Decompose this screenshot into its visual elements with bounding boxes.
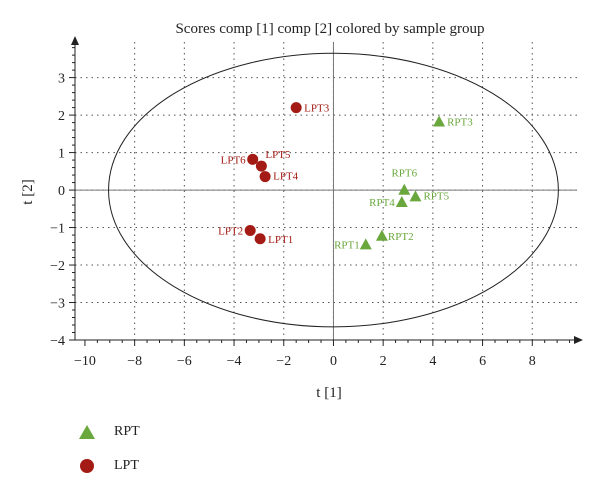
point-rpt2 <box>375 229 388 241</box>
point-label-lpt2: LPT2 <box>218 226 243 238</box>
x-tick-label: 6 <box>479 354 486 369</box>
point-lpt2 <box>244 225 256 237</box>
triangle-marker-icon <box>79 425 95 439</box>
score-plot: Scores comp [1] comp [2] colored by samp… <box>20 21 583 401</box>
legend-label-rpt: RPT <box>114 424 140 439</box>
y-axis-arrow-icon <box>71 36 79 45</box>
point-rpt6 <box>398 183 411 195</box>
y-tick-label: −2 <box>50 259 65 274</box>
chart-title: Scores comp [1] comp [2] colored by samp… <box>175 21 484 37</box>
point-label-rpt2: RPT2 <box>388 231 414 243</box>
grid <box>75 42 577 340</box>
point-label-lpt4: LPT4 <box>273 171 299 183</box>
y-axis-title: t [2] <box>20 179 36 204</box>
point-label-rpt1: RPT1 <box>334 239 360 251</box>
hotelling-ellipse <box>108 52 559 328</box>
confidence-ellipse <box>108 52 559 328</box>
point-label-lpt1: LPT1 <box>268 234 293 246</box>
point-label-rpt4: RPT4 <box>369 197 395 209</box>
point-lpt3 <box>290 102 302 114</box>
point-lpt5 <box>255 160 267 172</box>
y-tick-label: 3 <box>58 72 65 87</box>
y-tick-label: −3 <box>50 297 65 312</box>
point-rpt1 <box>359 238 372 250</box>
legend-lpt-circle <box>80 459 94 473</box>
x-tick-label: 0 <box>330 354 337 369</box>
y-tick-label: 0 <box>58 184 65 199</box>
x-tick-label: −4 <box>227 354 242 369</box>
legend-item-rpt: RPT <box>76 420 140 444</box>
point-label-lpt3: LPT3 <box>304 103 330 115</box>
x-tick-label: −6 <box>177 354 192 369</box>
point-rpt4 <box>395 196 408 208</box>
legend-rpt-triangle <box>79 425 95 439</box>
x-tick-label: −2 <box>276 354 291 369</box>
y-tick-label: 2 <box>58 109 65 124</box>
point-label-lpt6: LPT6 <box>221 154 247 166</box>
data-points: RPT1 RPT2 RPT3 RPT4 RPT5 RPT6 LPT1 LPT2 LPT3 LPT4… <box>218 102 473 251</box>
x-axis-arrow-icon <box>574 336 583 344</box>
series-lpt: LPT1 LPT2 LPT3 LPT4 LPT5 LPT6 <box>218 102 330 246</box>
point-label-lpt5: LPT5 <box>265 149 291 161</box>
point-label-rpt5: RPT5 <box>423 190 449 202</box>
legend-label-lpt: LPT <box>114 458 139 473</box>
point-lpt4 <box>259 171 271 183</box>
y-tick-label: 1 <box>58 147 65 162</box>
legend: RPT LPT <box>76 420 140 488</box>
point-label-rpt6: RPT6 <box>391 168 417 180</box>
x-tick-label: 4 <box>429 354 436 369</box>
point-lpt6 <box>247 153 259 165</box>
series-rpt: RPT1 RPT2 RPT3 RPT4 RPT5 RPT6 <box>334 115 473 251</box>
point-label-rpt3: RPT3 <box>447 116 473 128</box>
point-lpt1 <box>254 233 266 245</box>
x-tick-label: −10 <box>74 354 96 369</box>
legend-item-lpt: LPT <box>76 454 140 478</box>
x-tick-label: 2 <box>380 354 387 369</box>
x-tick-label: −8 <box>127 354 142 369</box>
point-rpt5 <box>409 190 422 202</box>
circle-marker-icon <box>80 459 94 473</box>
point-rpt3 <box>433 115 446 127</box>
x-tick-label: 8 <box>529 354 536 369</box>
x-axis-title: t [1] <box>316 385 341 401</box>
y-tick-label: −4 <box>50 334 65 349</box>
y-tick-label: −1 <box>50 222 65 237</box>
